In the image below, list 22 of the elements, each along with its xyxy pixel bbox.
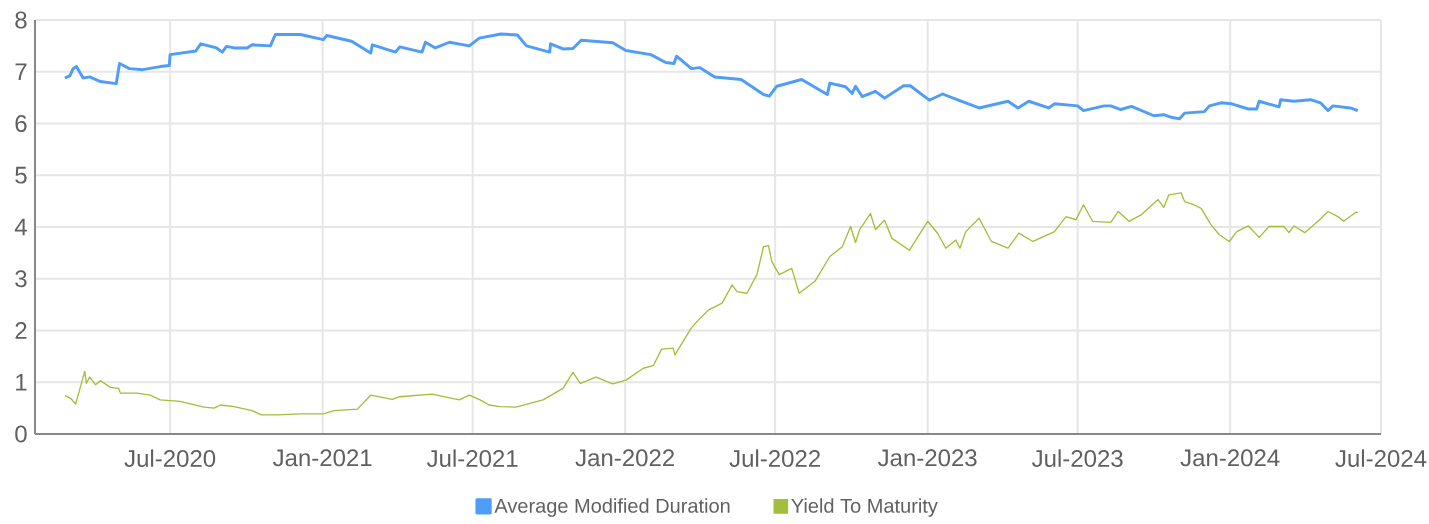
x-tick-label: Jul-2024 <box>1335 449 1427 467</box>
legend-label: Yield To Maturity <box>791 498 938 517</box>
y-tick-label: 4 <box>14 218 27 236</box>
x-tick-label: Jul-2023 <box>1032 449 1123 467</box>
x-tick-label: Jul-2020 <box>124 449 216 467</box>
line-series <box>63 32 1360 121</box>
x-tick-label: Jul-2021 <box>426 449 518 467</box>
y-tick-label: 7 <box>15 63 27 80</box>
line-series <box>64 192 1359 416</box>
y-tick-label: 1 <box>16 373 27 391</box>
y-tick-label: 0 <box>15 425 27 443</box>
y-tick-label: 3 <box>15 270 27 288</box>
x-tick-label: Jan-2024 <box>1180 449 1280 467</box>
y-tick-label: 2 <box>15 322 27 339</box>
x-tick-label: Jan-2023 <box>877 449 977 467</box>
y-tick-label: 5 <box>15 166 27 184</box>
y-tick-label: 8 <box>15 11 27 29</box>
x-tick-label: Jul-2022 <box>729 449 820 467</box>
x-tick-label: Jan-2022 <box>575 449 674 467</box>
x-tick-label: Jan-2021 <box>272 449 372 467</box>
legend-label: Average Modified Duration <box>494 498 730 517</box>
y-tick-label: 6 <box>15 114 27 132</box>
